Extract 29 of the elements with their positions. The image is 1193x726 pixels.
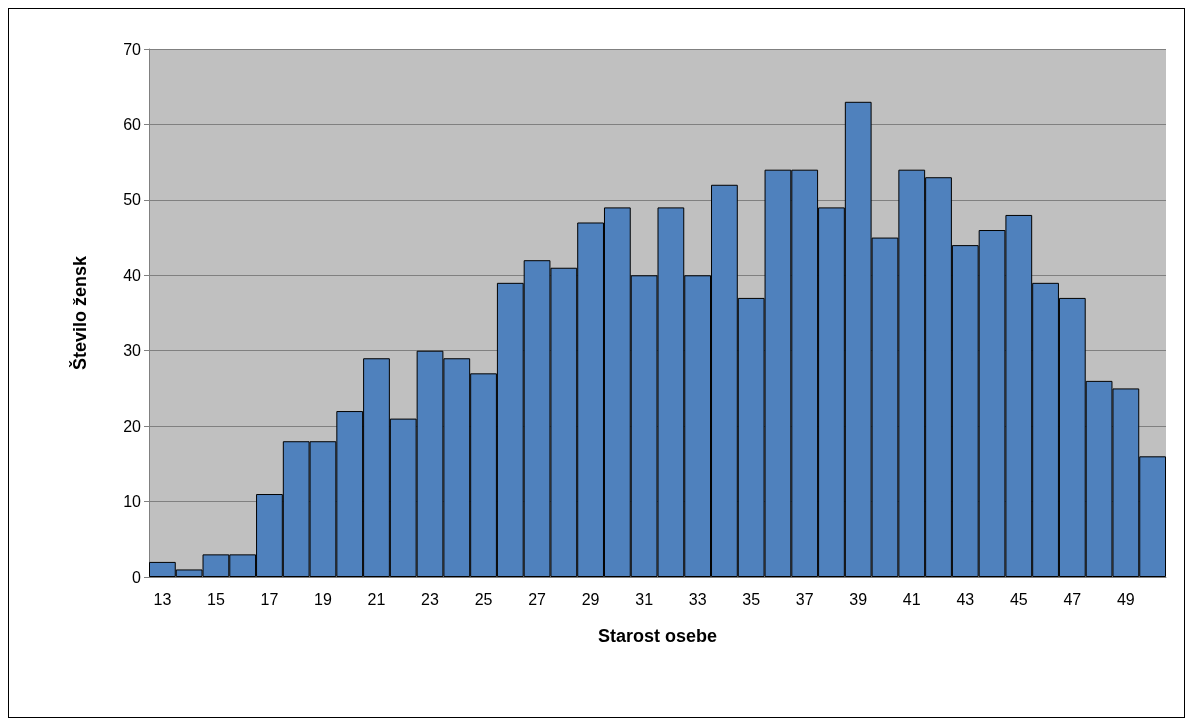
x-axis-title: Starost osebe	[597, 626, 718, 646]
x-tick-label: 43	[956, 590, 975, 608]
x-tick-label: 31	[635, 590, 654, 608]
x-tick-label: 19	[314, 590, 332, 608]
x-tick-label: 35	[742, 590, 761, 608]
x-tick-label: 45	[1009, 590, 1028, 608]
y-tick-label: 50	[123, 191, 142, 209]
x-tick-label: 27	[528, 590, 547, 608]
y-tick-label: 30	[123, 342, 142, 360]
y-tick-label: 20	[123, 417, 142, 435]
y-axis-title: Število žensk	[69, 254, 90, 371]
y-tick-label: 0	[132, 568, 142, 586]
x-tick-label: 47	[1063, 590, 1082, 608]
x-tick-label: 23	[421, 590, 440, 608]
x-tick-label: 21	[367, 590, 386, 608]
y-tick-label: 60	[123, 115, 142, 133]
x-tick-label: 37	[795, 590, 814, 608]
x-tick-label: 17	[260, 590, 279, 608]
x-tick-label: 15	[207, 590, 225, 608]
y-tick-label: 70	[123, 40, 142, 58]
x-tick-label: 39	[849, 590, 868, 608]
y-tick-label: 10	[123, 493, 142, 511]
x-tick-label: 29	[581, 590, 600, 608]
x-tick-label: 25	[474, 590, 493, 608]
x-tick-label: 49	[1116, 590, 1135, 608]
x-tick-label: 41	[902, 590, 921, 608]
y-tick-label: 40	[123, 266, 142, 284]
x-tick-label: 33	[688, 590, 707, 608]
x-tick-label: 13	[153, 590, 172, 608]
